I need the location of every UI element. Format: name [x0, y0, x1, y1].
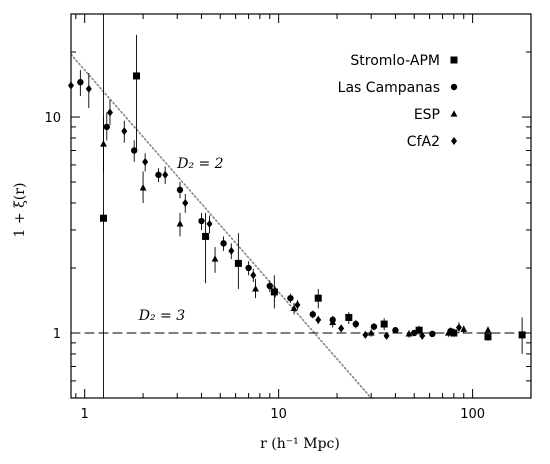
las-campanas-point — [287, 294, 294, 302]
cfa2-point — [315, 315, 322, 324]
stromlo-apm-point — [518, 331, 526, 339]
legend-label-las-campanas: Las Campanas — [338, 80, 440, 96]
esp-point — [211, 255, 219, 262]
cfa2-point — [142, 157, 149, 166]
esp-point — [139, 184, 147, 191]
cfa2-point — [362, 330, 369, 339]
cfa2-point — [228, 246, 235, 255]
annotation-d2-2: D₂ = 2 — [176, 156, 223, 172]
esp-point — [252, 285, 259, 292]
slope-line-d2-2 — [71, 53, 372, 398]
reference-lines — [71, 53, 531, 398]
las-campanas-point — [131, 147, 138, 154]
cfa2-point — [250, 271, 257, 280]
axes: 1 10 100 1 10 — [44, 13, 532, 422]
legend-marker-stromlo-apm — [450, 56, 458, 64]
esp-point — [176, 220, 184, 227]
y-tick-label: 10 — [44, 111, 61, 126]
las-campanas-point — [309, 311, 317, 318]
cfa2-point — [182, 198, 189, 207]
legend-label-cfa2: CfA2 — [407, 134, 440, 150]
esp-point — [405, 330, 413, 337]
las-campanas-point — [392, 327, 399, 334]
esp-point — [329, 318, 337, 325]
las-campanas-point — [266, 282, 273, 290]
stromlo-apm-point — [314, 294, 322, 302]
stromlo-apm-point — [99, 214, 107, 222]
cfa2-point — [206, 219, 213, 228]
stromlo-apm-point — [202, 232, 210, 240]
cfa2-point — [383, 331, 390, 340]
cfa2-point — [106, 108, 113, 117]
cfa2-point — [338, 324, 345, 333]
cfa2-point — [121, 127, 128, 136]
las-campanas-point — [245, 264, 252, 272]
legend-label-esp: ESP — [414, 107, 440, 123]
x-tick-label: 10 — [270, 407, 287, 422]
cfa2-point — [162, 170, 169, 179]
esp-point — [367, 329, 375, 336]
x-axis-label: r (h⁻¹ Mpc) — [260, 436, 340, 452]
legend-label-stromlo-apm: Stromlo-APM — [350, 53, 440, 69]
legend-marker-cfa2 — [451, 137, 457, 145]
cfa2-point — [419, 331, 426, 340]
las-campanas-point — [429, 330, 436, 338]
las-campanas-point — [198, 217, 205, 225]
stromlo-apm-point — [450, 329, 458, 337]
cfa2-point — [85, 84, 92, 93]
las-campanas-point — [411, 329, 418, 337]
stromlo-apm-point — [380, 320, 388, 328]
esp-point — [100, 140, 107, 147]
annotation-d2-3: D₂ = 3 — [138, 308, 185, 324]
esp-point — [484, 326, 492, 333]
las-campanas-point — [155, 171, 162, 179]
legend: Stromlo-APM Las Campanas ESP CfA2 — [338, 53, 458, 150]
legend-marker-las-campanas — [450, 83, 458, 91]
error-bars — [71, 14, 523, 398]
annotations: D₂ = 2 D₂ = 3 — [138, 156, 224, 324]
legend-marker-esp — [450, 110, 458, 117]
stromlo-apm-point — [484, 333, 492, 341]
las-campanas-point — [220, 240, 227, 247]
las-campanas-point — [352, 320, 360, 328]
esp-point — [290, 304, 298, 311]
data-markers — [68, 72, 526, 341]
stromlo-apm-point — [415, 326, 423, 334]
plot-frame — [70, 13, 532, 399]
x-tick-label: 1 — [81, 407, 89, 422]
las-campanas-point — [176, 186, 184, 194]
esp-point — [460, 325, 468, 332]
esp-point — [444, 329, 452, 336]
y-axis-label: 1 + ξ(r) — [12, 183, 28, 238]
stromlo-apm-point — [234, 259, 242, 267]
stromlo-apm-point — [133, 72, 141, 80]
cfa2-point — [294, 300, 301, 309]
y-tick-label: 1 — [53, 327, 61, 342]
cfa2-point — [455, 323, 462, 332]
las-campanas-point — [103, 123, 110, 131]
stromlo-apm-point — [345, 313, 353, 321]
las-campanas-point — [77, 78, 84, 86]
cfa2-point — [272, 287, 279, 296]
las-campanas-point — [370, 323, 378, 330]
x-tick-label: 100 — [460, 407, 485, 422]
